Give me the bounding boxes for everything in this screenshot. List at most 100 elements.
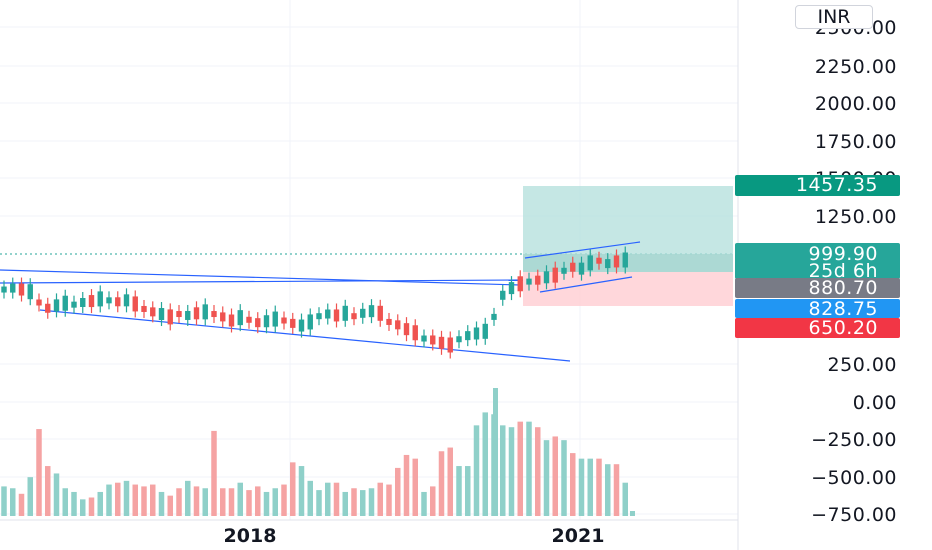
volume-bar: [237, 482, 243, 516]
candle-body: [202, 304, 208, 320]
volume-bar: [517, 421, 523, 516]
candle-body: [228, 314, 235, 327]
candle-body: [517, 276, 523, 292]
candle-body: [622, 252, 628, 268]
candle-body: [298, 319, 305, 332]
volume-bar-latest: [630, 511, 635, 516]
volume-bar: [80, 499, 86, 516]
volume-bar: [333, 482, 340, 516]
volume-bar: [578, 458, 585, 516]
volume-bar: [587, 458, 593, 516]
price-tag-box: [735, 318, 900, 338]
volume-bar: [106, 484, 112, 516]
candle-body: [290, 318, 296, 328]
time-tick-label: 2018: [224, 525, 277, 547]
volume-bar: [622, 482, 628, 516]
candle-body: [18, 283, 25, 296]
currency-button[interactable]: INR: [795, 5, 873, 29]
price-tag-label: 1457.35: [796, 174, 878, 196]
trendline[interactable]: [39, 309, 571, 362]
volume-bar: [255, 486, 261, 516]
price-tick-label: 1750.00: [815, 131, 897, 153]
trendlines[interactable]: [0, 241, 641, 362]
price-tag-label: 880.70: [809, 277, 878, 299]
volume-bar: [500, 425, 506, 516]
price-tag-stop: 650.20: [735, 317, 900, 339]
candle-body: [1, 286, 7, 293]
volume-bar: [613, 464, 620, 516]
candle-body: [281, 317, 287, 324]
volume-bar: [193, 486, 200, 516]
candle-body: [570, 262, 576, 272]
candle-body: [535, 275, 541, 285]
volume-bar: [325, 482, 331, 516]
candle-body: [176, 311, 182, 318]
candle-body: [578, 262, 585, 275]
candle-body: [150, 307, 156, 317]
long-position-tool[interactable]: [523, 186, 733, 306]
volume-bar: [132, 484, 138, 516]
volume-bar: [438, 451, 445, 516]
volume-bar: [298, 466, 305, 516]
candle-body: [10, 283, 16, 293]
candle-body: [132, 296, 138, 312]
trendline[interactable]: [0, 279, 524, 284]
candle-body: [325, 309, 331, 319]
trendline[interactable]: [0, 269, 521, 286]
price-tick-label: 1250.00: [815, 206, 897, 228]
volume-bar: [421, 491, 427, 516]
price-tick-label: 2000.00: [815, 93, 897, 115]
candle-body: [552, 267, 558, 283]
volume-bar: [53, 473, 60, 516]
price-tick-label: −250.00: [811, 429, 897, 451]
volume-bar: [465, 466, 471, 516]
trendline[interactable]: [524, 241, 641, 259]
candle-body: [62, 295, 68, 311]
candle-body: [377, 305, 383, 321]
volume-bar: [386, 484, 392, 516]
volume-bar: [115, 482, 121, 516]
candle-body: [53, 299, 60, 312]
volume-bar: [360, 490, 366, 516]
time-tick-label: 2021: [552, 525, 605, 547]
volume-bar: [176, 488, 182, 516]
volume-bar: [202, 488, 208, 516]
profit-zone-filled: [523, 254, 733, 272]
volume-bar: [543, 440, 550, 516]
candle-body: [473, 327, 480, 340]
volume-bar: [158, 491, 165, 516]
candle-body: [342, 305, 348, 321]
candle-body: [430, 335, 436, 345]
candle-body: [368, 305, 375, 318]
volume-bar: [535, 427, 541, 516]
price-tag-entry: 880.70: [735, 277, 900, 299]
volume-bar: [526, 421, 532, 516]
price-tick-label: −750.00: [811, 504, 897, 526]
volume-bar: [246, 490, 252, 516]
candle-body: [482, 323, 488, 339]
candle-body: [193, 307, 200, 320]
volume-bar: [473, 425, 480, 516]
volume-bar: [377, 482, 383, 516]
volume-bar: [290, 462, 296, 516]
volume-bar: [272, 488, 278, 516]
candle-body: [403, 323, 410, 336]
candle-body: [71, 301, 77, 308]
volume-bar: [71, 491, 77, 516]
candle-body: [421, 335, 427, 342]
candle-body: [605, 259, 611, 269]
volume-bar: [570, 453, 576, 516]
price-tag-mid: 828.75: [735, 298, 900, 320]
volume-bar: [552, 436, 558, 516]
time-axis[interactable]: 2018 2021: [224, 525, 605, 547]
candle-body: [447, 337, 453, 353]
candle-body: [211, 311, 217, 318]
candle-body: [141, 305, 147, 312]
price-tag-target: 1457.35: [735, 174, 900, 196]
price-tag-box: [735, 175, 900, 196]
volume-bar: [307, 480, 313, 516]
currency-label: INR: [817, 6, 851, 28]
price-tick-label: 250.00: [828, 354, 897, 376]
trendline[interactable]: [539, 276, 633, 293]
